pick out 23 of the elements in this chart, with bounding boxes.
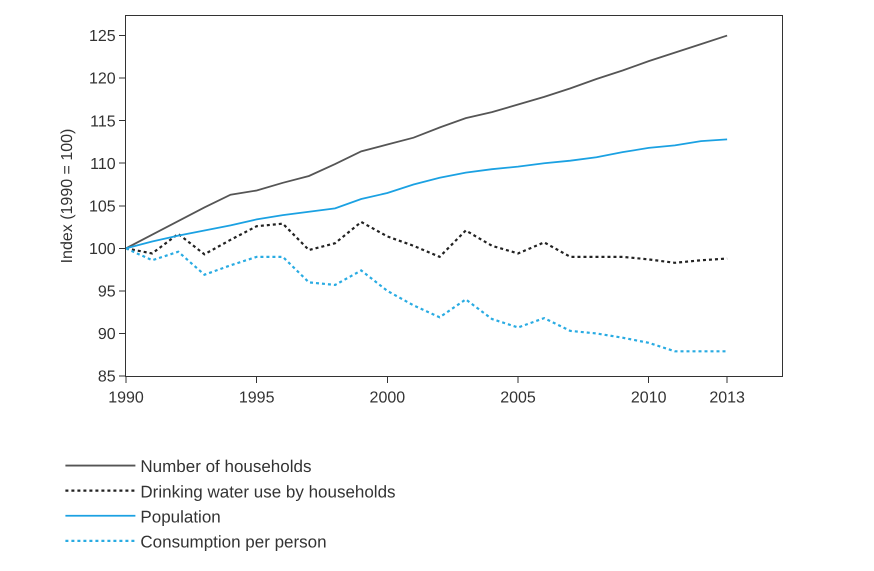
x-tick-label: 2000: [370, 389, 406, 406]
y-tick-label: 95: [98, 283, 116, 300]
x-tick-label: 1990: [108, 389, 144, 406]
x-tick-label: 2013: [709, 389, 746, 406]
line-series: [126, 138, 728, 250]
y-tick-label: 120: [88, 70, 116, 88]
legend-label: Consumption per person: [140, 532, 327, 552]
line-series: [126, 247, 728, 352]
y-tick-label: 100: [88, 240, 116, 258]
y-tick-label: 115: [90, 113, 116, 130]
x-tick-label: 2005: [500, 389, 536, 406]
x-tick-label: 2010: [630, 389, 667, 406]
y-tick-label: 125: [88, 28, 116, 46]
y-tick-label: 110: [90, 156, 116, 173]
y-tick-label: 105: [88, 198, 116, 216]
legend-label: Drinking water use by households: [140, 482, 396, 502]
x-tick-label: 1995: [238, 389, 275, 406]
y-axis-title: Index (1990 = 100): [58, 128, 76, 264]
legend-label: Number of households: [140, 457, 312, 476]
line-series: [126, 34, 728, 250]
y-tick-label: 90: [98, 326, 116, 344]
y-tick-label: 85: [98, 368, 116, 386]
legend-label: Population: [140, 507, 221, 526]
